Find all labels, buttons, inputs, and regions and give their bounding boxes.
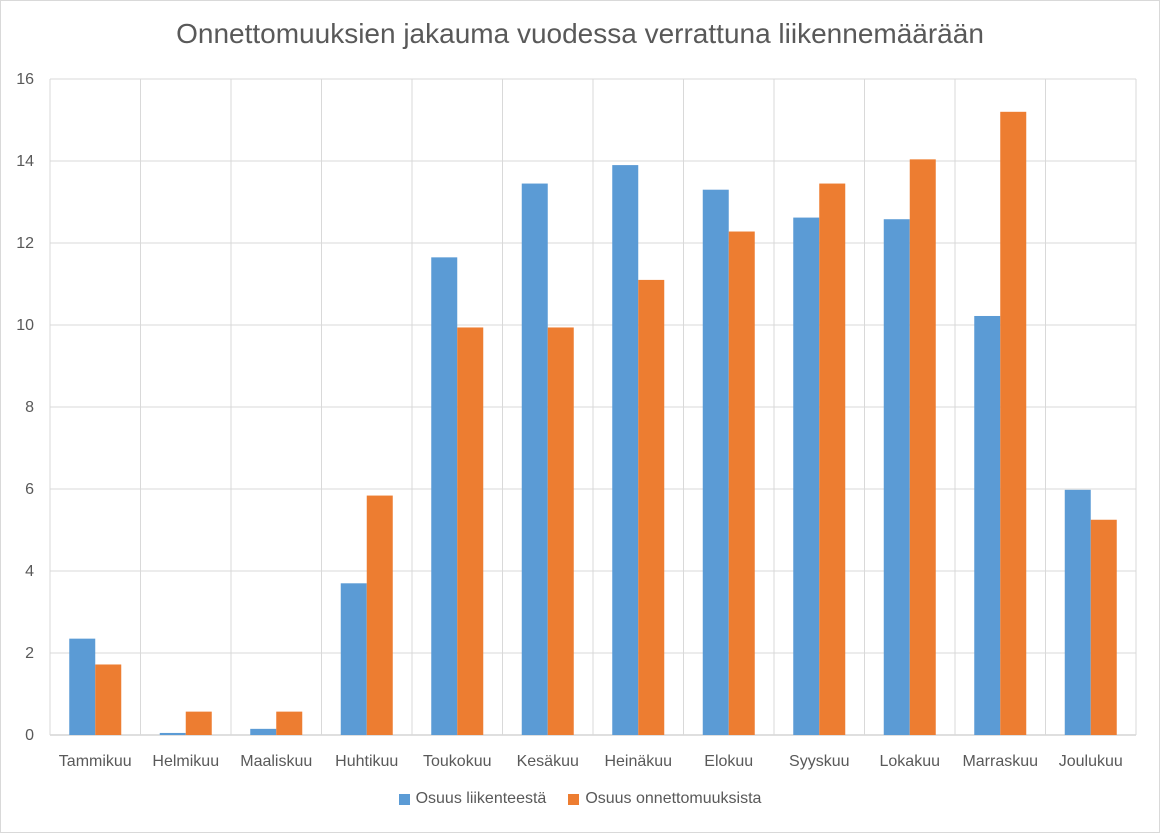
- y-tick-label: 6: [25, 481, 34, 498]
- bar-liikenne: [159, 732, 186, 735]
- bar-liikenne: [340, 583, 367, 735]
- bar-onnettomuudet: [1090, 519, 1117, 735]
- legend-swatch-series-1: [398, 793, 410, 805]
- y-tick-label: 10: [16, 317, 34, 334]
- x-tick-label: Elokuu: [704, 753, 753, 770]
- bar-liikenne: [521, 183, 548, 736]
- bar-liikenne: [883, 219, 910, 736]
- bar-liikenne: [431, 257, 458, 735]
- x-tick-label: Lokakuu: [880, 753, 941, 770]
- legend-item-series-2: Osuus onnettomuuksista: [568, 790, 761, 808]
- x-tick-label: Tammikuu: [59, 753, 132, 770]
- bar-onnettomuudet: [95, 664, 122, 735]
- y-tick-label: 0: [25, 727, 34, 744]
- x-tick-label: Helmikuu: [152, 753, 219, 770]
- x-tick-label: Toukokuu: [423, 753, 492, 770]
- bar-liikenne: [612, 165, 639, 736]
- bar-onnettomuudet: [638, 279, 665, 735]
- bar-onnettomuudet: [276, 711, 303, 735]
- x-tick-label: Kesäkuu: [517, 753, 579, 770]
- bar-onnettomuudet: [185, 711, 212, 735]
- x-tick-label: Syyskuu: [789, 753, 849, 770]
- y-tick-label: 14: [16, 153, 34, 170]
- y-tick-label: 4: [25, 563, 34, 580]
- bar-onnettomuudet: [457, 327, 484, 735]
- bar-onnettomuudet: [366, 495, 393, 735]
- legend-swatch-series-2: [568, 793, 580, 805]
- bar-onnettomuudet: [728, 231, 755, 735]
- x-tick-label: Marraskuu: [962, 753, 1038, 770]
- x-tick-label: Heinäkuu: [604, 753, 672, 770]
- y-tick-label: 2: [25, 645, 34, 662]
- chart-legend: Osuus liikenteestä Osuus onnettomuuksist…: [0, 790, 1160, 808]
- legend-label-series-1: Osuus liikenteestä: [415, 790, 547, 807]
- x-tick-label: Huhtikuu: [335, 753, 398, 770]
- legend-label-series-2: Osuus onnettomuuksista: [585, 790, 762, 807]
- bar-onnettomuudet: [819, 183, 846, 736]
- bar-liikenne: [793, 217, 820, 735]
- x-tick-label: Joulukuu: [1059, 753, 1123, 770]
- bar-onnettomuudet: [1000, 111, 1027, 736]
- bar-liikenne: [702, 189, 729, 735]
- y-tick-label: 8: [25, 399, 34, 416]
- legend-item-series-1: Osuus liikenteestä: [398, 790, 547, 808]
- bar-onnettomuudet: [547, 327, 574, 735]
- bar-liikenne: [974, 315, 1001, 735]
- bar-liikenne: [1064, 489, 1091, 735]
- y-tick-label: 12: [16, 235, 34, 252]
- bar-liikenne: [250, 728, 277, 735]
- bar-onnettomuudet: [909, 159, 936, 736]
- bar-liikenne: [69, 638, 96, 735]
- x-tick-label: Maaliskuu: [240, 753, 312, 770]
- y-tick-label: 16: [16, 71, 34, 88]
- chart-title: Onnettomuuksien jakauma vuodessa verratt…: [176, 18, 984, 49]
